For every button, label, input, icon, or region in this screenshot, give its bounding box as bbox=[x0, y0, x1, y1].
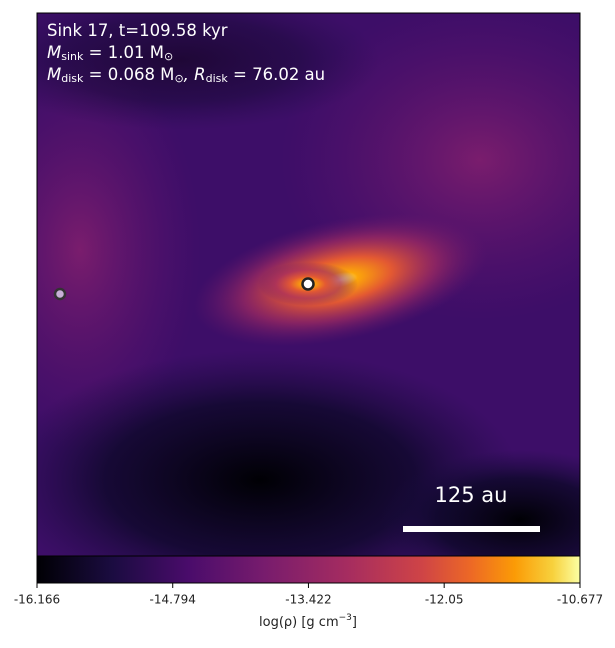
annotation-part: M bbox=[47, 65, 61, 84]
annotation-part: ⊙ bbox=[174, 72, 183, 85]
annotation-part: = 76.02 au bbox=[228, 65, 325, 84]
annotation-part: = 0.068 M bbox=[83, 65, 174, 84]
label-part: ] bbox=[352, 615, 357, 630]
scale-bar bbox=[403, 526, 540, 532]
annotation-line: Sink 17, t=109.58 kyr bbox=[47, 21, 228, 40]
sink-marker bbox=[301, 277, 315, 291]
annotation-part: M bbox=[47, 43, 61, 62]
sink-marker bbox=[53, 287, 67, 301]
annotation-part: , R bbox=[184, 65, 206, 84]
tick-label: -13.422 bbox=[285, 593, 331, 607]
annotation-part: ⊙ bbox=[164, 50, 173, 63]
annotation-part: sink bbox=[61, 50, 84, 63]
tick-label: -16.166 bbox=[14, 593, 60, 607]
annotation-line: Mdisk = 0.068 M⊙, Rdisk = 76.02 au bbox=[47, 65, 325, 86]
label-part: log(ρ) [g cm bbox=[259, 615, 339, 630]
tick-label: -10.677 bbox=[557, 593, 603, 607]
annotation-part: disk bbox=[61, 72, 84, 85]
annotation-part: Sink 17, t=109.58 kyr bbox=[47, 21, 228, 40]
scale-bar-label: 125 au bbox=[435, 483, 508, 507]
colorbar-label: log(ρ) [g cm−3] bbox=[259, 613, 357, 630]
colorbar-axis: -16.166 -14.794 -13.422 -12.05 -10.677 bbox=[14, 583, 603, 607]
annotation-part: disk bbox=[206, 72, 229, 85]
annotation-line: Msink = 1.01 M⊙ bbox=[47, 43, 173, 64]
tick-label: -14.794 bbox=[150, 593, 196, 607]
annotation-part: = 1.01 M bbox=[83, 43, 164, 62]
density-map bbox=[37, 13, 580, 556]
label-part: −3 bbox=[339, 613, 352, 623]
colorbar bbox=[36, 555, 581, 584]
tick-label: -12.05 bbox=[425, 593, 464, 607]
